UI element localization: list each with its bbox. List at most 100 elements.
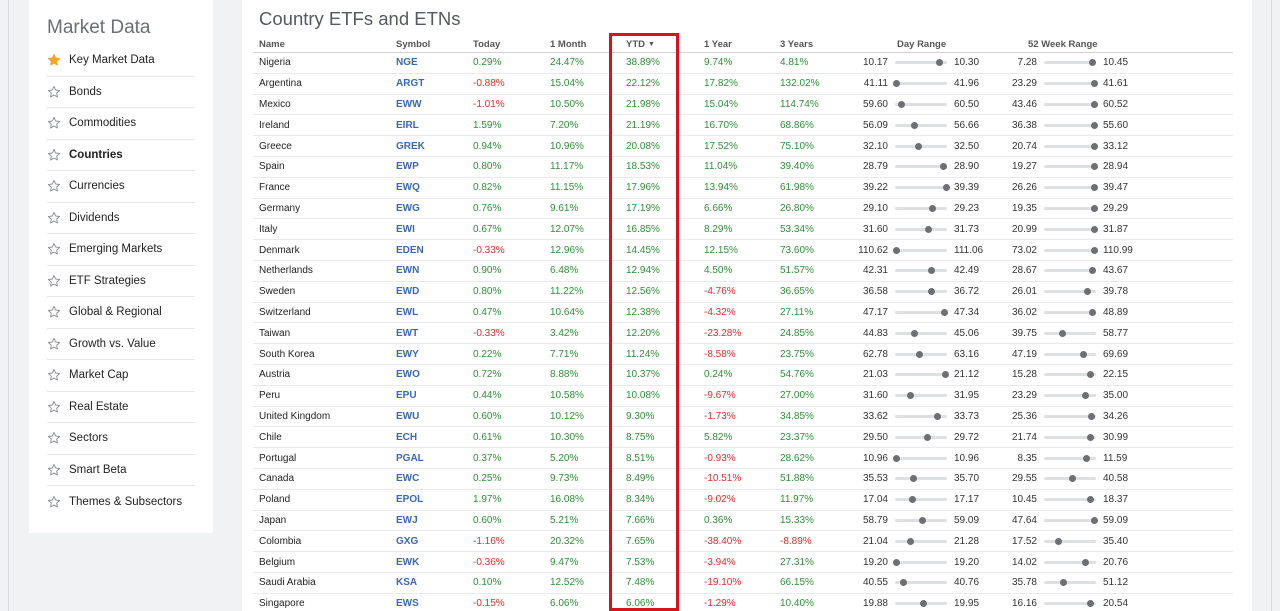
sidebar-item-dividends[interactable]: Dividends [47,203,195,234]
sidebar-item-bonds[interactable]: Bonds [47,77,195,108]
week52-range-high: 20.76 [1103,556,1129,568]
cell-symbol-link[interactable]: EWI [396,223,415,235]
cell-symbol-link[interactable]: EPOL [396,494,424,506]
cell-symbol-link[interactable]: EWL [396,306,419,318]
day-range-track [895,475,947,483]
col-header-52-week-range[interactable]: 52 Week Range [1028,38,1098,50]
star-outline-icon[interactable] [47,337,61,351]
sidebar-item-currencies[interactable]: Currencies [47,171,195,203]
cell-symbol-link[interactable]: EWO [396,369,420,381]
cell-ytd: 12.20% [626,327,660,339]
sidebar-item-key-market-data[interactable]: Key Market Data [47,45,195,77]
sidebar-item-growth-vs-value[interactable]: Growth vs. Value [47,329,195,360]
cell-symbol-link[interactable]: EWU [396,410,420,422]
col-header-name[interactable]: Name [259,38,285,50]
cell-symbol-link[interactable]: ARGT [396,78,425,90]
star-outline-icon[interactable] [47,242,61,256]
col-header-symbol[interactable]: Symbol [396,38,431,50]
day-range-cell: 35.53 35.70 [848,469,1003,489]
day-range-high: 39.39 [954,182,980,194]
star-outline-icon[interactable] [47,85,61,99]
sidebar-item-etf-strategies[interactable]: ETF Strategies [47,266,195,297]
week52-range-marker [1087,433,1095,441]
cell-symbol-link[interactable]: EWK [396,556,420,568]
cell-symbol-link[interactable]: EDEN [396,244,424,256]
cell-name: Peru [259,390,281,402]
day-range-cell: 39.22 39.39 [848,178,1003,198]
cell-today: 0.10% [473,577,502,589]
star-filled-icon[interactable] [47,53,61,67]
star-outline-icon[interactable] [47,211,61,225]
col-header-today[interactable]: Today [473,38,501,50]
week52-range-low: 21.74 [1011,431,1037,443]
day-range-high: 36.72 [954,286,980,298]
star-outline-icon[interactable] [47,116,61,130]
cell-symbol-link[interactable]: EWN [396,265,420,277]
star-outline-icon[interactable] [47,274,61,288]
star-outline-icon[interactable] [47,368,61,382]
col-header-3-years[interactable]: 3 Years [780,38,814,50]
star-outline-icon[interactable] [47,463,61,477]
sidebar-item-real-estate[interactable]: Real Estate [47,392,195,423]
cell-symbol-link[interactable]: EWS [396,598,419,610]
sidebar-item-countries[interactable]: Countries [47,140,195,171]
week52-range-cell: 26.26 39.47 [1008,178,1163,198]
week52-range-marker [1091,142,1099,150]
cell-symbol-link[interactable]: EWD [396,286,420,298]
col-header-day-range[interactable]: Day Range [897,38,947,50]
cell-symbol-link[interactable]: GREK [396,140,425,152]
sidebar-item-smart-beta[interactable]: Smart Beta [47,455,195,486]
sidebar-item-commodities[interactable]: Commodities [47,108,195,140]
star-outline-icon[interactable] [47,495,61,509]
cell-symbol-link[interactable]: EWP [396,161,419,173]
cell-symbol-link[interactable]: EIRL [396,119,419,131]
week52-range-marker [1082,454,1090,462]
star-outline-icon[interactable] [47,179,61,193]
sidebar-item-global-regional[interactable]: Global & Regional [47,297,195,329]
cell-3-years: 36.65% [780,286,814,298]
day-range-low: 47.17 [862,306,888,318]
cell-ytd: 10.08% [626,390,660,402]
day-range-track [895,579,947,587]
cell-symbol-link[interactable]: EWW [396,98,422,110]
cell-symbol-link[interactable]: EWY [396,348,419,360]
sidebar-item-sectors[interactable]: Sectors [47,423,195,455]
sidebar-item-emerging-markets[interactable]: Emerging Markets [47,234,195,266]
cell-symbol-link[interactable]: EWC [396,473,420,485]
col-header-1-year[interactable]: 1 Year [704,38,732,50]
table-row: United Kingdom EWU 0.60% 10.12% 9.30% -1.73% 3… [253,407,1233,428]
cell-symbol-link[interactable]: GXG [396,535,419,547]
cell-symbol-link[interactable]: ECH [396,431,418,443]
star-outline-icon[interactable] [47,400,61,414]
cell-1-year: 4.50% [704,265,733,277]
cell-3-years: 28.62% [780,452,814,464]
day-range-marker [933,412,941,420]
week52-range-cell: 25.36 34.26 [1008,407,1163,427]
cell-1-month: 10.30% [550,431,584,443]
week52-range-cell: 23.29 41.61 [1008,74,1163,94]
col-header-1-month[interactable]: 1 Month [550,38,587,50]
cell-symbol-link[interactable]: EPU [396,390,417,402]
sidebar-item-market-cap[interactable]: Market Cap [47,360,195,392]
cell-symbol-link[interactable]: KSA [396,577,418,589]
cell-name: Portugal [259,452,297,464]
star-outline-icon[interactable] [47,305,61,319]
col-header-ytd[interactable]: YTD ▼ [626,36,655,52]
cell-ytd: 16.85% [626,223,660,235]
cell-symbol-link[interactable]: EWQ [396,182,420,194]
day-range-marker [893,454,901,462]
cell-symbol-link[interactable]: EWJ [396,514,418,526]
cell-symbol-link[interactable]: EWT [396,327,419,339]
sort-desc-icon: ▼ [648,40,655,48]
day-range-cell: 28.79 28.90 [848,157,1003,177]
week52-range-low: 26.26 [1011,182,1037,194]
cell-symbol-link[interactable]: EWG [396,202,420,214]
star-outline-icon[interactable] [47,431,61,445]
week52-range-cell: 7.28 10.45 [1008,53,1163,73]
cell-today: 0.80% [473,161,502,173]
cell-symbol-link[interactable]: PGAL [396,452,424,464]
cell-symbol-link[interactable]: NGE [396,57,418,69]
week52-range-low: 15.28 [1011,369,1037,381]
sidebar-item-themes-subsectors[interactable]: Themes & Subsectors [47,486,195,518]
star-outline-icon[interactable] [47,148,61,162]
